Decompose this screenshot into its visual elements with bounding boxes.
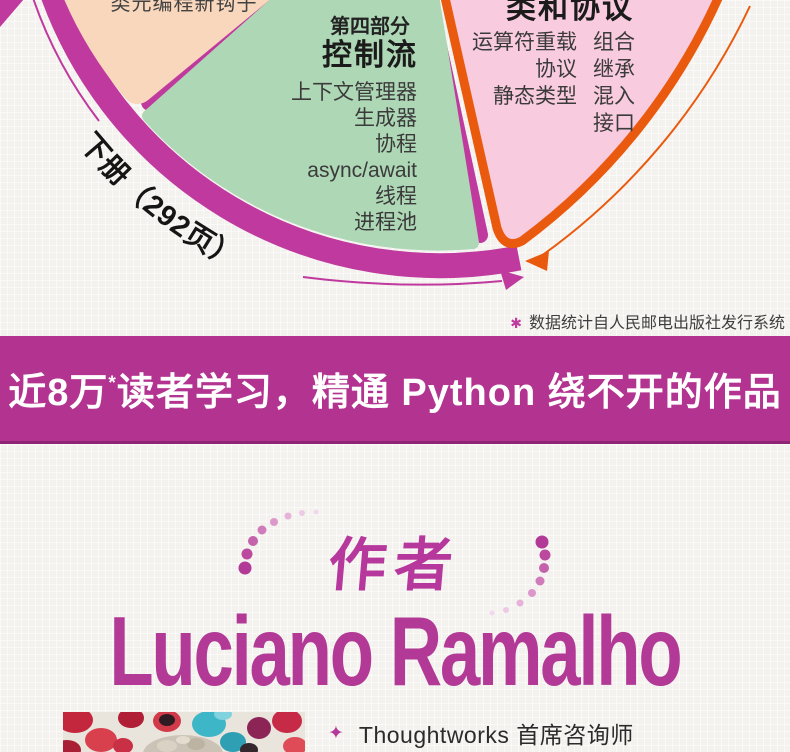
slice-classes-protocols-title: 类和协议 xyxy=(506,0,634,25)
author-heading: 作者 xyxy=(325,533,464,598)
list-item: 运算符重载 xyxy=(472,31,577,54)
volume-arc-upper-segment xyxy=(32,0,100,122)
data-source-footnote: ✱ 数据统计自人民邮电出版社发行系统 xyxy=(510,309,785,333)
footnote-text: 数据统计自人民邮电出版社发行系统 xyxy=(528,315,785,332)
list-item: 协议 xyxy=(535,58,577,81)
magenta-ring-arc xyxy=(41,0,522,279)
upper-volume-arc xyxy=(536,5,751,260)
credential-text: Thoughtworks 首席咨询师 xyxy=(358,722,634,748)
book-structure-chart: 下册（292页） 类元编程新钩子 第四部分 控制流 上下文管理器 生成器 协程 … xyxy=(0,0,790,336)
slice-classes-protocols-items-right: 组合 继承 混入 接口 xyxy=(593,29,689,137)
slice-control-flow-title: 控制流 xyxy=(322,39,418,72)
banner-suffix: 读者学习，精通 Python 绕不开的作品 xyxy=(116,372,782,414)
slice-control-flow-items: 上下文管理器 生成器 协程 async/await 线程 进程池 xyxy=(217,80,417,236)
list-item: 组合 xyxy=(593,31,635,54)
author-photo xyxy=(63,712,305,752)
volume-arc-lower-segment xyxy=(302,276,503,286)
slice-metaprogramming xyxy=(64,0,270,104)
author-credential-row: ✦ Thoughtworks 首席咨询师 xyxy=(328,716,634,750)
author-photo-graphic xyxy=(63,712,305,752)
list-item: 接口 xyxy=(593,112,635,135)
magenta-arrowhead xyxy=(500,270,524,290)
slice-control-flow xyxy=(142,0,479,251)
list-item: 协程 xyxy=(375,133,417,156)
list-item: 静态类型 xyxy=(493,85,577,108)
list-item: 进程池 xyxy=(354,211,417,234)
list-item: 混入 xyxy=(593,85,635,108)
slice-control-flow-part: 第四部分 xyxy=(330,16,410,38)
spoke-peach-green xyxy=(141,0,285,111)
readers-banner: 近8万*读者学习，精通 Python 绕不开的作品 xyxy=(0,336,790,444)
slice-metaprogramming-label: 类元编程新钩子 xyxy=(110,0,258,15)
list-item: 线程 xyxy=(375,185,417,208)
banner-text: 近8万*读者学习，精通 Python 绕不开的作品 xyxy=(8,361,781,416)
corner-spoke-shape xyxy=(0,0,24,27)
list-item: 生成器 xyxy=(354,107,417,130)
asterisk-icon: ✱ xyxy=(510,315,522,331)
slice-classes-protocols xyxy=(440,0,723,249)
list-item: 继承 xyxy=(593,58,635,81)
list-item: 上下文管理器 xyxy=(291,81,417,104)
orange-arrowhead xyxy=(525,251,549,271)
diamond-bullet-icon: ✦ xyxy=(328,722,344,744)
slice-classes-protocols-items-left: 运算符重载 协议 静态类型 xyxy=(437,29,577,110)
banner-asterisk: * xyxy=(108,373,117,395)
pie-chart-graphic: 下册（292页） xyxy=(0,0,751,290)
list-item: async/await xyxy=(307,159,417,182)
decor-dots xyxy=(238,509,551,616)
author-section: 作者 Luciano Ramalho xyxy=(0,444,790,752)
banner-prefix: 近8万 xyxy=(8,372,109,414)
author-name: Luciano Ramalho xyxy=(109,596,682,706)
